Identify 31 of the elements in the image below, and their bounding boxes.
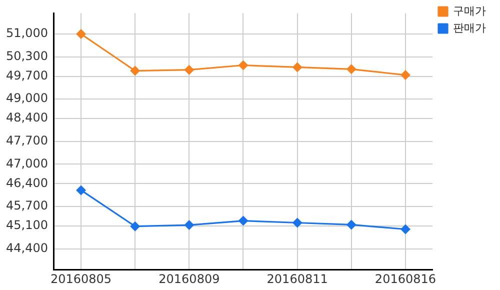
point (130, 221, 140, 232)
point (292, 218, 302, 228)
x-tick-label: 20160816 (374, 272, 436, 286)
point (346, 220, 356, 230)
point (238, 60, 248, 70)
y-tick-label: 46,400 (6, 176, 48, 190)
legend-label: 구매가 (453, 4, 486, 18)
y-tick-label: 48,400 (6, 110, 48, 125)
x-tick-label: 20160811 (266, 272, 328, 286)
y-tick-label: 49,700 (6, 68, 48, 82)
point (400, 70, 410, 80)
x-tick-label: 20160809 (158, 272, 220, 286)
point (346, 64, 356, 74)
y-tick-label: 45,100 (6, 218, 48, 232)
y-tick-label: 51,000 (6, 26, 48, 40)
legend-label: 판매가 (453, 21, 486, 34)
point (76, 185, 86, 196)
y-tick-label: 47,000 (6, 156, 48, 170)
y-tick-label: 49,000 (6, 91, 48, 106)
y-tick-label: 50,300 (6, 48, 48, 63)
point (238, 216, 248, 226)
point (76, 29, 86, 40)
point (130, 66, 140, 76)
point (184, 64, 194, 75)
point (292, 62, 302, 72)
y-tick-label: 44,400 (6, 240, 48, 255)
point (400, 224, 410, 234)
point (184, 220, 194, 230)
y-tick-label: 45,700 (6, 198, 48, 213)
x-tick-label: 20160805 (50, 272, 112, 286)
y-tick-label: 47,700 (6, 134, 48, 148)
